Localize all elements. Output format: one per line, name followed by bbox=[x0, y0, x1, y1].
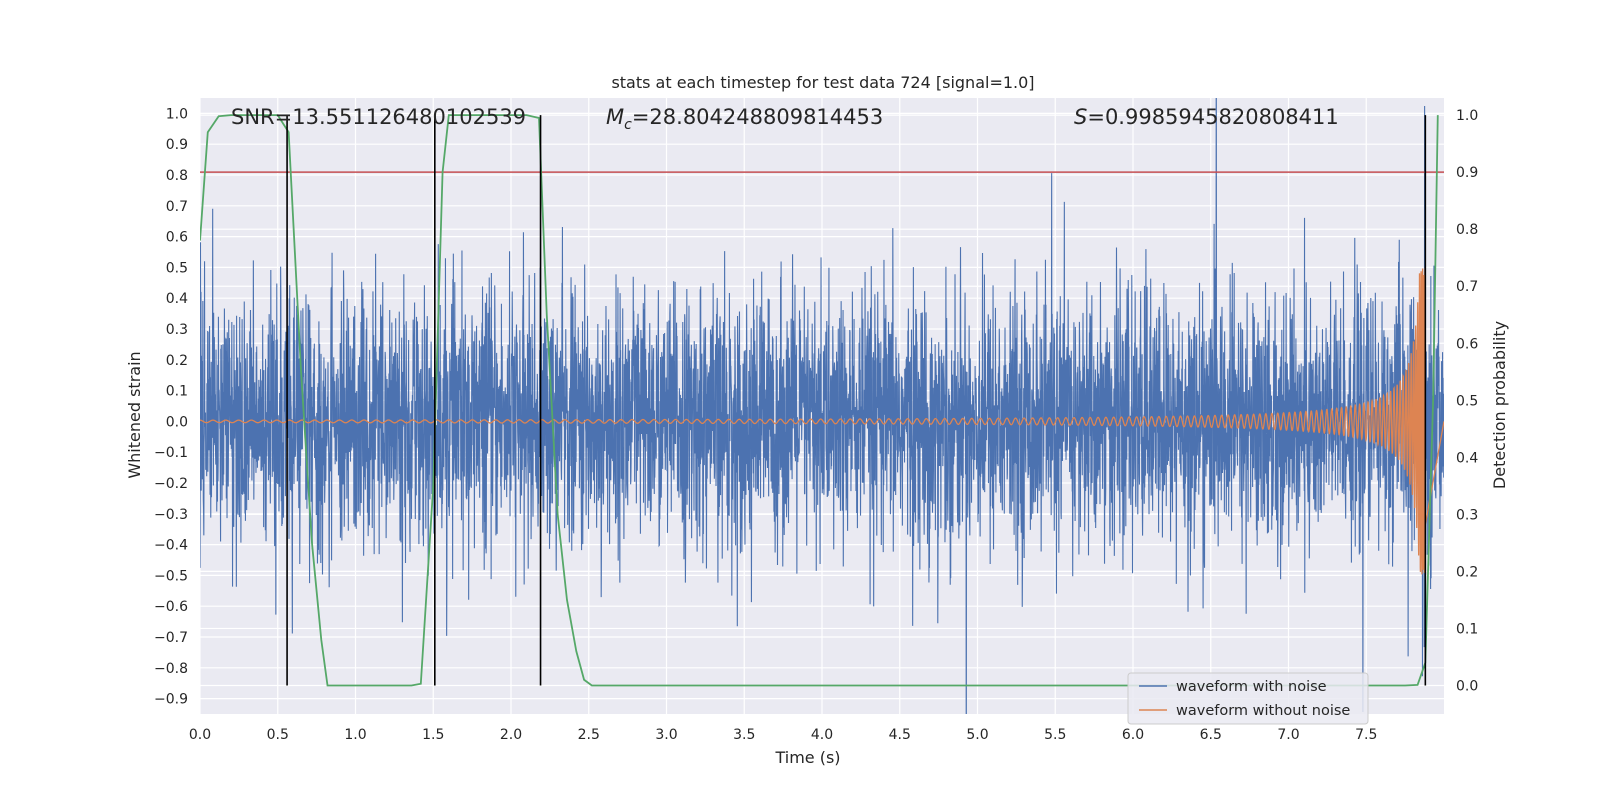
y-tick-label: −0.7 bbox=[154, 630, 188, 646]
x-tick-label: 0.5 bbox=[267, 727, 289, 743]
x-tick-label: 5.5 bbox=[1044, 727, 1066, 743]
series-waveform-without-noise bbox=[200, 267, 1444, 575]
x-tick-label: 2.0 bbox=[500, 727, 522, 743]
x-tick-label: 2.5 bbox=[578, 727, 600, 743]
x-tick-label: 1.5 bbox=[422, 727, 444, 743]
y2-tick-label: 0.2 bbox=[1456, 564, 1478, 580]
y2-tick-label: 0.3 bbox=[1456, 507, 1478, 523]
x-tick-label: 1.0 bbox=[344, 727, 366, 743]
y2-tick-label: 1.0 bbox=[1456, 108, 1478, 124]
y-tick-label: −0.6 bbox=[154, 599, 188, 615]
mc-symbol: M bbox=[606, 105, 624, 129]
x-tick-label: 7.5 bbox=[1355, 727, 1377, 743]
y2-tick-label: 0.0 bbox=[1456, 678, 1478, 694]
s-symbol: S bbox=[1074, 105, 1087, 129]
y-tick-label: 0.3 bbox=[166, 322, 188, 338]
x-tick-label: 4.5 bbox=[889, 727, 911, 743]
x-tick-label: 3.0 bbox=[655, 727, 677, 743]
y-tick-label: 0.7 bbox=[166, 199, 188, 215]
mc-subscript: c bbox=[624, 117, 632, 133]
y2-tick-label: 0.8 bbox=[1456, 222, 1478, 238]
y2-tick-label: 0.6 bbox=[1456, 336, 1478, 352]
y-tick-label: −0.9 bbox=[154, 692, 188, 708]
mc-value: =28.804248809814453 bbox=[632, 105, 883, 129]
y-tick-label: 0.6 bbox=[166, 230, 188, 246]
y2-tick-label: 0.1 bbox=[1456, 621, 1478, 637]
x-tick-label: 7.0 bbox=[1277, 727, 1299, 743]
y2-tick-label: 0.9 bbox=[1456, 165, 1478, 181]
x-tick-label: 6.5 bbox=[1200, 727, 1222, 743]
series-waveform-with-noise bbox=[200, 98, 1444, 714]
y-tick-label: 0.4 bbox=[166, 291, 188, 307]
plot-area bbox=[200, 98, 1444, 714]
y-tick-label: −0.8 bbox=[154, 661, 188, 677]
series-detection-probability bbox=[200, 114, 1439, 687]
legend-label-noise: waveform with noise bbox=[1176, 679, 1327, 695]
y-tick-label: 0.8 bbox=[166, 168, 188, 184]
s-value: =0.9985945820808411 bbox=[1087, 105, 1338, 129]
snr-annotation: SNR=13.551126480102539 bbox=[231, 105, 526, 129]
y-axis-label: Whitened strain bbox=[125, 351, 144, 478]
y-tick-label: 0.5 bbox=[166, 260, 188, 276]
y-tick-label: 0.9 bbox=[166, 137, 188, 153]
y-tick-label: −0.1 bbox=[154, 445, 188, 461]
y-tick-label: 0.0 bbox=[166, 414, 188, 430]
s-annotation: S=0.9985945820808411 bbox=[1074, 105, 1339, 129]
y2-axis-label: Detection probability bbox=[1490, 321, 1509, 489]
y2-tick-label: 0.4 bbox=[1456, 450, 1478, 466]
x-axis-label: Time (s) bbox=[774, 748, 840, 767]
mc-annotation: Mc=28.804248809814453 bbox=[606, 105, 883, 133]
y-tick-label: 0.1 bbox=[166, 384, 188, 400]
y2-tick-label: 0.5 bbox=[1456, 393, 1478, 409]
x-tick-label: 5.0 bbox=[966, 727, 988, 743]
chart-title: stats at each timestep for test data 724… bbox=[611, 73, 1034, 92]
legend-label-clean: waveform without noise bbox=[1176, 703, 1350, 719]
x-tick-label: 0.0 bbox=[189, 727, 211, 743]
y-tick-label: −0.5 bbox=[154, 568, 188, 584]
y-tick-label: −0.3 bbox=[154, 507, 188, 523]
x-tick-label: 6.0 bbox=[1122, 727, 1144, 743]
legend-box bbox=[1127, 672, 1369, 725]
axis-ticks: 0.0 0.5 1.0 1.5 2.0 2.5 3.0 3.5 4.0 4.5 5.0 5.5 6.0 6… bbox=[154, 106, 1478, 743]
y-tick-label: 0.2 bbox=[166, 353, 188, 369]
legend: waveform with noise waveform without noi… bbox=[1127, 672, 1369, 725]
y-tick-label: 1.0 bbox=[166, 106, 188, 122]
y-tick-label: −0.4 bbox=[154, 538, 188, 554]
y2-tick-label: 0.7 bbox=[1456, 279, 1478, 295]
x-tick-label: 3.5 bbox=[733, 727, 755, 743]
y-tick-label: −0.2 bbox=[154, 476, 188, 492]
x-tick-label: 4.0 bbox=[811, 727, 833, 743]
